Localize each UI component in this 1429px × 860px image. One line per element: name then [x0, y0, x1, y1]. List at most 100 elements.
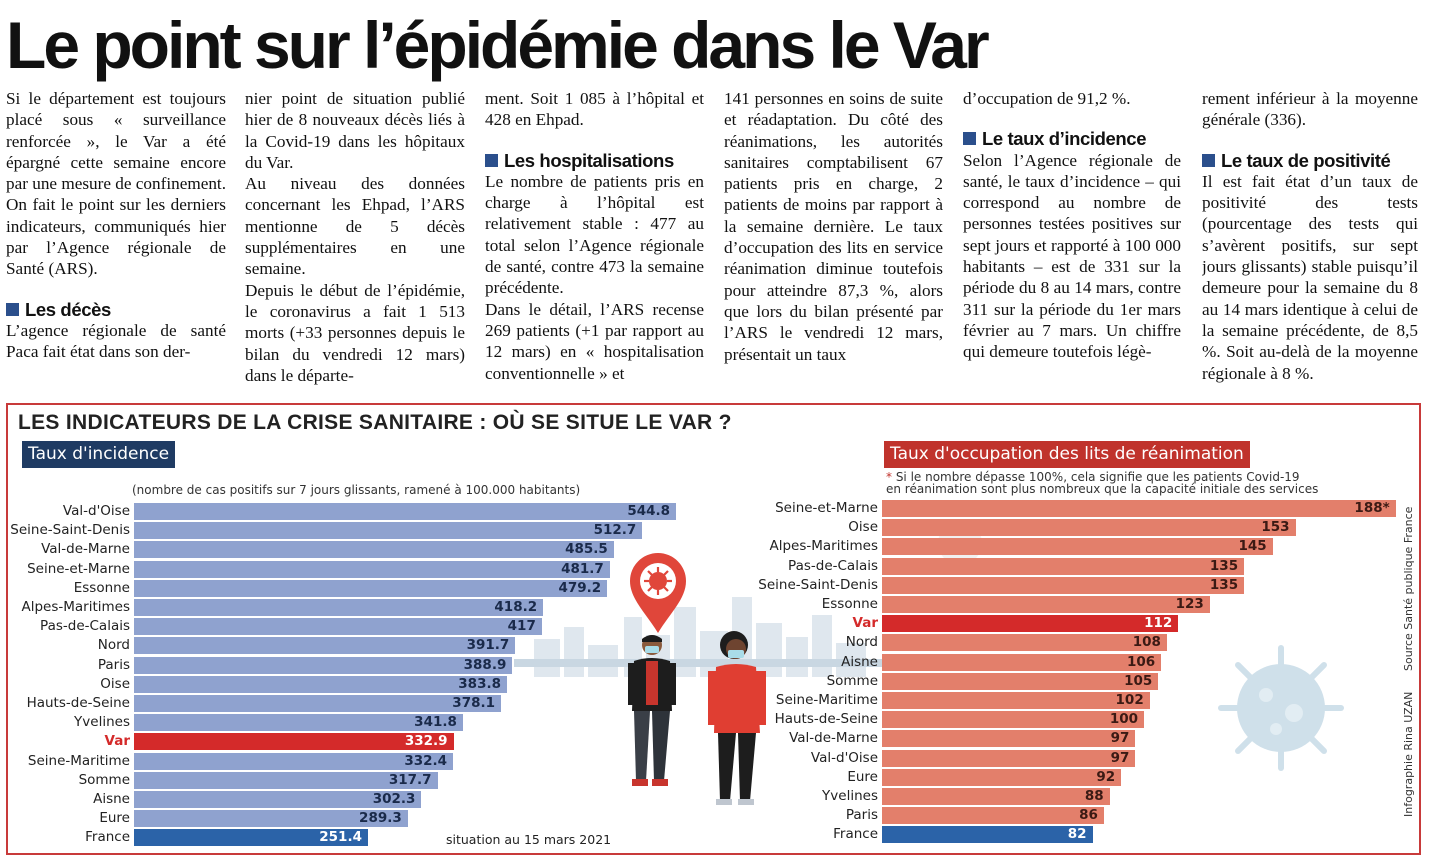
bar: 341.8 [134, 714, 463, 732]
bar-label: Paris [97, 656, 130, 673]
bar-value: 135 [1209, 576, 1239, 593]
bar: 82 [882, 826, 1093, 844]
article-paragraph: Dans le détail, l’ARS recense 269 patien… [485, 299, 704, 383]
article-paragraph: Depuis le début de l’épidémie, le corona… [245, 280, 465, 385]
article-paragraph: Selon l’Agence régionale de santé, le ta… [963, 150, 1181, 362]
bar-label: France [85, 829, 130, 846]
square-bullet-icon [1202, 153, 1215, 167]
article-paragraph: nier point de situation publié hier de 8… [245, 89, 465, 172]
man-with-mask-illustration [628, 635, 676, 786]
headline: Le point sur l’épidémie dans le Var [6, 8, 990, 82]
bar-label: Alpes-Maritimes [769, 538, 878, 555]
bar-value: 332.4 [404, 752, 448, 769]
bar-label: Yvelines [822, 788, 878, 804]
icu-occupancy-tag: Taux d'occupation des lits de réanimatio… [884, 441, 1250, 468]
bar: 188* [882, 500, 1396, 517]
bar: 88 [882, 788, 1110, 805]
bar-value: 485.5 [565, 541, 608, 558]
bar: 289.3 [134, 810, 408, 828]
bar-label: Eure [99, 810, 130, 827]
article-column-3: ment. Soit 1 085 à l’hôpital et 428 en E… [485, 88, 704, 390]
bar-label: Aisne [841, 653, 878, 670]
article-column-4: 141 personnes en soins de suite et réada… [724, 88, 943, 390]
bar-label: Essonne [73, 579, 130, 596]
bar-value: 251.4 [319, 829, 362, 846]
bar-value: 388.9 [463, 656, 507, 673]
bar-label: Eure [847, 768, 878, 785]
article-column-1: Si le département est toujours placé sou… [6, 88, 226, 390]
bar-label: Pas-de-Calais [40, 618, 130, 635]
article-column-6: rement inférieur à la moyenne générale (… [1202, 88, 1418, 390]
bar: 100 [882, 711, 1144, 729]
article-paragraph: 141 personnes en soins de suite et réada… [724, 89, 943, 364]
bar: 102 [882, 692, 1150, 709]
icu-note: * Si le nombre dépasse 100%, cela signif… [886, 471, 1318, 495]
bar-value: 417 [507, 618, 536, 635]
infographic-credit: Infographie Rina UZAN [1402, 691, 1415, 817]
bar: 544.8 [134, 503, 677, 520]
article-paragraph: rement inférieur à la moyenne générale (… [1202, 89, 1418, 130]
bar-value: 481.7 [561, 560, 604, 577]
virus-icon [1218, 645, 1344, 771]
section-heading-text: Le taux d’incidence [982, 128, 1147, 150]
bar-value: 544.8 [627, 503, 671, 519]
bar-value: 97 [1110, 730, 1130, 747]
bar: 86 [882, 807, 1104, 825]
bar: 302.3 [134, 791, 422, 808]
bar: 145 [882, 538, 1273, 556]
bar: 108 [882, 634, 1167, 652]
bar-label: Aisne [93, 791, 130, 807]
bar: 388.9 [134, 656, 513, 674]
bar-label: Essonne [821, 596, 878, 612]
bar-label: Oise [848, 519, 878, 536]
article-paragraph: Il est fait état d’un taux de positivité… [1202, 171, 1418, 383]
bar-label: France [833, 826, 878, 843]
bar: 251.4 [134, 829, 368, 847]
bar-value: 341.8 [414, 714, 457, 731]
section-heading-text: Les hospitalisations [504, 149, 674, 171]
bar-label: Somme [78, 771, 130, 788]
bar-label: Var [104, 733, 130, 750]
bar: 123 [882, 596, 1210, 613]
bar: 332.4 [134, 752, 454, 770]
virus-location-pin-icon [630, 553, 686, 633]
bar-value: 92 [1096, 768, 1116, 785]
bar-value: 378.1 [452, 695, 495, 711]
bar-value: 97 [1110, 749, 1130, 766]
article-paragraph: L’agence régionale de santé Paca fait ét… [6, 320, 226, 362]
bar-value: 418.2 [494, 599, 538, 615]
bar-value: 289.3 [359, 810, 402, 827]
bar: 106 [882, 653, 1162, 671]
bar: 383.8 [134, 675, 507, 693]
bar: 97 [882, 730, 1136, 748]
bar-value: 332.9 [404, 733, 448, 750]
article-paragraph: Au niveau des données concernant les Ehp… [245, 174, 465, 279]
bar-label: Var [852, 615, 878, 632]
bar-label: Nord [97, 637, 130, 654]
bar-label: Paris [845, 807, 878, 824]
bar-label: Val-d'Oise [62, 503, 130, 519]
bar-label: Pas-de-Calais [788, 557, 878, 574]
bar: 135 [882, 557, 1245, 575]
bar-value: 383.8 [458, 675, 501, 692]
bar-value: 88 [1084, 788, 1104, 804]
bar-value: 105 [1124, 672, 1153, 689]
article-paragraph: d’occupation de 91,2 %. [963, 89, 1131, 108]
bar-label: Hauts-de-Seine [26, 695, 130, 711]
bar: 481.7 [134, 560, 610, 578]
bar-value: 102 [1115, 692, 1144, 708]
section-heading: Les décès [6, 299, 226, 320]
icu-note-star: * [886, 470, 892, 484]
bar-value: 100 [1109, 711, 1138, 728]
square-bullet-icon [485, 153, 498, 167]
bar: 378.1 [134, 695, 501, 712]
section-heading: Les hospitalisations [485, 150, 704, 171]
article-column-5: d’occupation de 91,2 %. Le taux d’inciden… [963, 88, 1181, 390]
bar-label: Seine-et-Marne [27, 560, 130, 577]
bar-value: 145 [1238, 538, 1267, 555]
bar: 317.7 [134, 771, 438, 789]
bar-label: Seine-et-Marne [775, 500, 878, 516]
bar: 417 [134, 618, 542, 636]
bar-label: Nord [845, 634, 878, 651]
infographic-title: LES INDICATEURS DE LA CRISE SANITAIRE : … [18, 411, 732, 434]
